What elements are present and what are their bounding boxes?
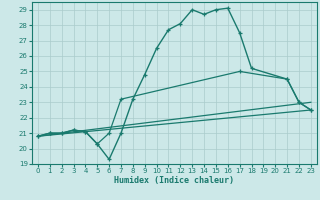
X-axis label: Humidex (Indice chaleur): Humidex (Indice chaleur) bbox=[115, 176, 234, 185]
